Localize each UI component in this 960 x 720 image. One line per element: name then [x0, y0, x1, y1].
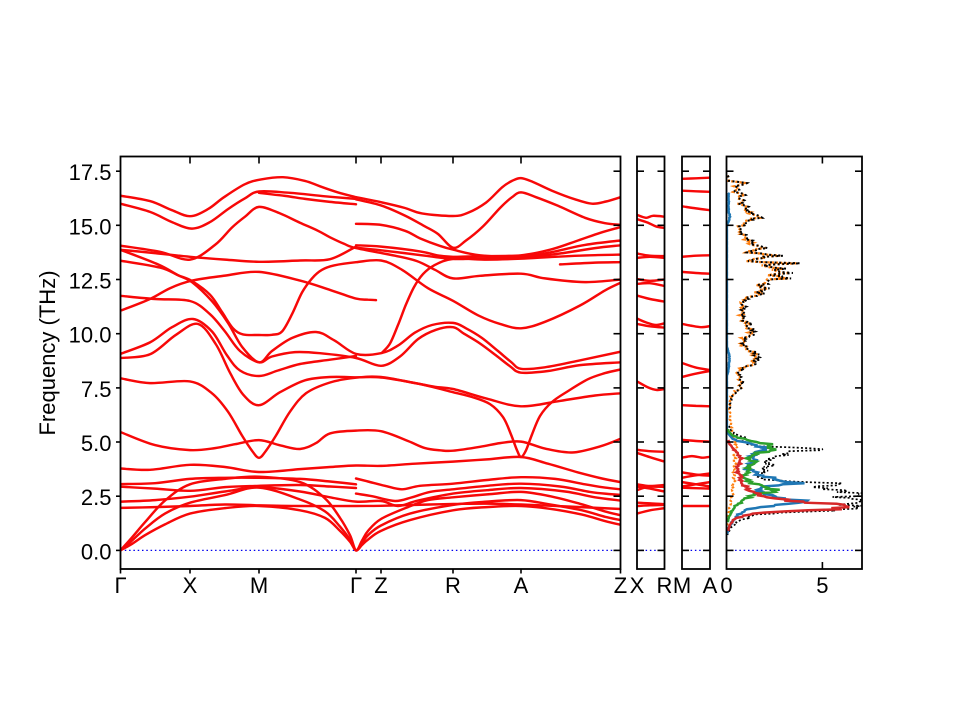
svg-text:Z: Z	[614, 573, 627, 598]
svg-text:Frequency (THz): Frequency (THz)	[35, 270, 60, 435]
svg-text:R: R	[445, 573, 461, 598]
svg-text:10.0: 10.0	[69, 323, 112, 348]
svg-text:Γ: Γ	[114, 573, 126, 598]
svg-text:A: A	[514, 573, 529, 598]
svg-text:X: X	[183, 573, 198, 598]
svg-text:R: R	[657, 573, 673, 598]
svg-text:5: 5	[816, 573, 828, 598]
svg-text:M: M	[673, 573, 691, 598]
svg-text:15.0: 15.0	[69, 214, 112, 239]
svg-text:0: 0	[720, 573, 732, 598]
svg-text:0.0: 0.0	[81, 539, 112, 564]
svg-text:12.5: 12.5	[69, 269, 112, 294]
svg-text:17.5: 17.5	[69, 160, 112, 185]
svg-text:7.5: 7.5	[81, 377, 112, 402]
svg-text:2.5: 2.5	[81, 485, 112, 510]
svg-text:A: A	[703, 573, 718, 598]
svg-text:X: X	[630, 573, 645, 598]
svg-text:M: M	[250, 573, 268, 598]
svg-text:5.0: 5.0	[81, 431, 112, 456]
svg-text:Z: Z	[374, 573, 387, 598]
svg-text:Γ: Γ	[350, 573, 362, 598]
